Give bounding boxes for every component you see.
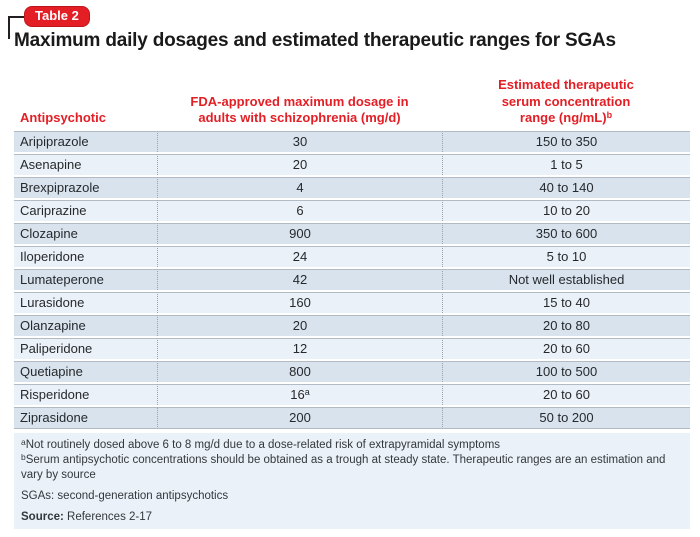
table-row: Asenapine 20 1 to 5	[14, 154, 690, 175]
drug-name: Quetiapine	[14, 361, 157, 382]
drug-name: Brexpiprazole	[14, 177, 157, 198]
table-row: Olanzapine 20 20 to 80	[14, 315, 690, 336]
drug-name: Asenapine	[14, 154, 157, 175]
table-row: Paliperidone 12 20 to 60	[14, 338, 690, 359]
serum-range: 20 to 60	[442, 338, 690, 359]
max-dose: 12	[157, 338, 442, 359]
header-line: Estimated therapeutic	[498, 77, 634, 93]
source-note: Source: References 2-17	[21, 510, 680, 525]
footnote-b-marker: b	[21, 452, 26, 463]
footnote-marker-b: b	[606, 109, 613, 120]
drug-name: Lumateperone	[14, 269, 157, 290]
column-header-antipsychotic: Antipsychotic	[14, 66, 157, 129]
footnote-a-marker: a	[21, 437, 26, 447]
header-line: serum concentration	[501, 93, 631, 109]
table-row: Iloperidone 24 5 to 10	[14, 246, 690, 267]
source-label: Source:	[21, 510, 64, 523]
serum-range: 5 to 10	[442, 246, 690, 267]
dose-value: 16	[290, 387, 305, 402]
serum-range: 10 to 20	[442, 200, 690, 221]
footnote-a: aNot routinely dosed above 6 to 8 mg/d d…	[21, 438, 680, 453]
drug-name: Ziprasidone	[14, 407, 157, 429]
max-dose: 42	[157, 269, 442, 290]
table-row: Brexpiprazole 4 40 to 140	[14, 177, 690, 198]
max-dose: 30	[157, 131, 442, 152]
abbreviation-note: SGAs: second-generation antipsychotics	[21, 489, 229, 502]
table-row: Quetiapine 800 100 to 500	[14, 361, 690, 382]
table-title: Maximum daily dosages and estimated ther…	[14, 30, 616, 51]
drug-name: Cariprazine	[14, 200, 157, 221]
max-dose: 800	[157, 361, 442, 382]
table-row: Clozapine 900 350 to 600	[14, 223, 690, 244]
table-row: Ziprasidone 200 50 to 200	[14, 407, 690, 429]
drug-name: Aripiprazole	[14, 131, 157, 152]
column-header-max-dosage: FDA-approved maximum dosage in adults wi…	[157, 66, 442, 129]
serum-range: 20 to 60	[442, 384, 690, 405]
max-dose: 16a	[157, 384, 442, 405]
serum-range: 350 to 600	[442, 223, 690, 244]
serum-range: 50 to 200	[442, 407, 690, 429]
drug-name: Paliperidone	[14, 338, 157, 359]
max-dose: 20	[157, 154, 442, 175]
max-dose: 6	[157, 200, 442, 221]
max-dose: 4	[157, 177, 442, 198]
table-row: Cariprazine 6 10 to 20	[14, 200, 690, 221]
drug-name: Iloperidone	[14, 246, 157, 267]
header-row: Antipsychotic FDA-approved maximum dosag…	[14, 66, 690, 129]
max-dose: 160	[157, 292, 442, 313]
drug-name: Lurasidone	[14, 292, 157, 313]
footnote-b: bSerum antipsychotic concentrations shou…	[21, 453, 680, 483]
serum-range: Not well established	[442, 269, 690, 290]
header-line: range (ng/mL)	[519, 109, 607, 125]
drug-name: Risperidone	[14, 384, 157, 405]
serum-range: 1 to 5	[442, 154, 690, 175]
footnote-marker-a: a	[304, 387, 310, 397]
table-footer: aNot routinely dosed above 6 to 8 mg/d d…	[14, 433, 690, 529]
max-dose: 20	[157, 315, 442, 336]
serum-range: 40 to 140	[442, 177, 690, 198]
table-row: Lurasidone 160 15 to 40	[14, 292, 690, 313]
table-number-badge: Table 2	[24, 6, 90, 27]
serum-range: 100 to 500	[442, 361, 690, 382]
column-header-serum-range: Estimated therapeutic serum concentratio…	[442, 66, 690, 129]
table-row: Aripiprazole 30 150 to 350	[14, 131, 690, 152]
header-line: adults with schizophrenia (mg/d)	[198, 109, 401, 125]
source-text: References 2-17	[63, 510, 153, 523]
max-dose: 900	[157, 223, 442, 244]
footnote-b-text: Serum antipsychotic concentrations shoul…	[21, 454, 666, 482]
sga-dosage-table: Antipsychotic FDA-approved maximum dosag…	[14, 64, 690, 431]
serum-range: 150 to 350	[442, 131, 690, 152]
max-dose: 24	[157, 246, 442, 267]
serum-range: 15 to 40	[442, 292, 690, 313]
max-dose: 200	[157, 407, 442, 429]
table-row: Lumateperone 42 Not well established	[14, 269, 690, 290]
drug-name: Clozapine	[14, 223, 157, 244]
header-line: FDA-approved maximum dosage in	[190, 93, 409, 109]
corner-bracket-mark	[8, 16, 30, 39]
drug-name: Olanzapine	[14, 315, 157, 336]
table-row: Risperidone 16a 20 to 60	[14, 384, 690, 405]
serum-range: 20 to 80	[442, 315, 690, 336]
footnote-a-text: Not routinely dosed above 6 to 8 mg/d du…	[25, 439, 501, 451]
